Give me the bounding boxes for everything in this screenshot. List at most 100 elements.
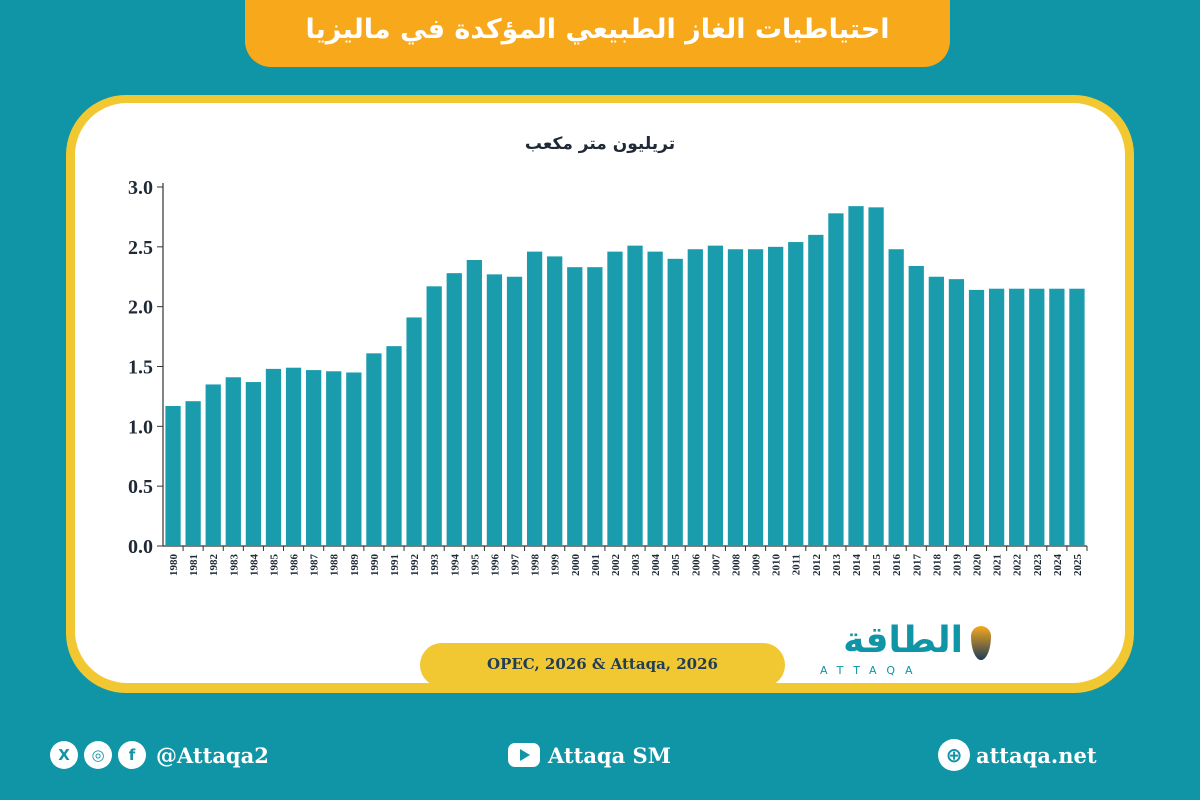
bar: [306, 370, 322, 546]
bar: [547, 256, 563, 546]
bar: [968, 289, 985, 546]
x-tick-label: 2011: [791, 554, 803, 575]
bar: [346, 372, 362, 546]
x-tick-label: 2000: [570, 554, 582, 577]
bar: [868, 207, 884, 546]
x-tick-label: 1983: [228, 554, 240, 577]
x-tick-label: 1984: [248, 554, 260, 577]
bar: [366, 353, 382, 546]
bar: [1069, 288, 1085, 546]
x-tick-label: 2006: [690, 554, 702, 577]
x-tick-label: 1988: [329, 554, 341, 577]
logo-arabic-text: الطاقة: [843, 620, 963, 661]
x-tick-label: 2003: [630, 554, 642, 577]
bar: [446, 273, 462, 546]
bar: [426, 286, 442, 546]
bar: [386, 346, 402, 546]
y-axis-unit-label: تريليون متر مكعب: [525, 134, 675, 154]
x-tick-label: 2010: [771, 554, 783, 577]
footer-website: ⊕ attaqa.net: [938, 738, 1097, 772]
bar: [808, 234, 824, 546]
bar: [687, 249, 703, 546]
x-tick-label: 1991: [389, 554, 401, 576]
x-tick-label: 1997: [510, 554, 522, 577]
x-tick-label: 2012: [811, 554, 823, 577]
bar: [165, 405, 181, 546]
x-tick-label: 1986: [289, 554, 301, 577]
x-tick-label: 2021: [992, 554, 1004, 576]
x-tick-label: 2015: [871, 554, 883, 577]
y-tick-label: 1.5: [128, 357, 153, 379]
x-tick-label: 2007: [710, 554, 722, 577]
x-tick-label: 2013: [831, 554, 843, 577]
x-tick-label: 2020: [972, 554, 984, 577]
logo-latin-text: ATTAQA: [820, 664, 923, 677]
bar: [647, 251, 663, 546]
bar: [1029, 288, 1045, 546]
x-tick-label: 1996: [489, 554, 501, 577]
x-tick-label: 2014: [851, 554, 863, 577]
x-tick-label: 2002: [610, 554, 622, 577]
y-tick-label: 3.0: [128, 177, 153, 199]
bar: [526, 251, 543, 546]
bar: [466, 259, 482, 546]
x-tick-label: 2005: [670, 554, 682, 577]
x-tick-label: 1981: [188, 554, 200, 576]
title-banner: احتياطيات الغاز الطبيعي المؤكدة في ماليز…: [245, 0, 950, 67]
globe-icon[interactable]: ⊕: [938, 739, 970, 771]
bar: [326, 371, 342, 546]
bar: [988, 288, 1005, 546]
x-tick-label: 1985: [268, 554, 280, 577]
footer-youtube: Attaqa SM: [508, 738, 671, 772]
x-tick-label: 2004: [650, 554, 662, 577]
bar: [888, 249, 904, 546]
x-tick-label: 2018: [931, 554, 943, 577]
facebook-icon[interactable]: f: [118, 741, 146, 769]
bar: [768, 246, 784, 547]
bar: [928, 276, 944, 546]
bar: [727, 249, 744, 546]
bar: [567, 267, 583, 546]
bar: [667, 258, 683, 546]
y-tick-label: 2.0: [128, 297, 153, 319]
source-text: OPEC, 2026 & Attaqa, 2026: [487, 655, 718, 673]
bar: [707, 245, 724, 547]
x-tick-label: 1999: [550, 554, 562, 577]
page-title: احتياطيات الغاز الطبيعي المؤكدة في ماليز…: [305, 14, 890, 45]
x-tick-label: 2023: [1032, 554, 1044, 577]
bar: [627, 245, 643, 547]
instagram-icon[interactable]: ◎: [84, 741, 112, 769]
x-icon[interactable]: X: [50, 741, 78, 769]
bar: [1009, 288, 1025, 546]
x-tick-label: 2024: [1052, 554, 1064, 577]
bar: [908, 265, 924, 546]
bar: [486, 274, 503, 546]
x-tick-label: 1993: [429, 554, 441, 577]
bar: [225, 377, 241, 546]
x-tick-label: 1982: [208, 554, 220, 577]
bar: [848, 206, 864, 546]
x-tick-label: 2022: [1012, 554, 1024, 577]
x-tick-label: 1998: [530, 554, 542, 577]
x-tick-label: 2019: [951, 554, 963, 577]
x-tick-label: 2008: [730, 554, 742, 577]
x-tick-label: 1989: [349, 554, 361, 577]
x-tick-label: 1987: [309, 554, 321, 577]
youtube-channel[interactable]: Attaqa SM: [548, 742, 671, 768]
x-tick-label: 1995: [469, 554, 481, 577]
bar: [788, 242, 804, 546]
source-badge: OPEC, 2026 & Attaqa, 2026: [420, 643, 785, 687]
x-tick-label: 1980: [168, 554, 180, 577]
x-tick-label: 1994: [449, 554, 461, 577]
bar: [245, 382, 262, 546]
social-handle[interactable]: @Attaqa2: [156, 742, 269, 768]
youtube-icon[interactable]: [508, 743, 540, 767]
bar: [506, 276, 523, 546]
x-tick-label: 1992: [409, 554, 421, 577]
bar: [607, 251, 623, 546]
bar: [205, 384, 221, 546]
bar: [587, 267, 603, 546]
bar: [185, 401, 201, 546]
y-tick-label: 2.5: [128, 237, 153, 259]
website-link[interactable]: attaqa.net: [976, 742, 1097, 768]
